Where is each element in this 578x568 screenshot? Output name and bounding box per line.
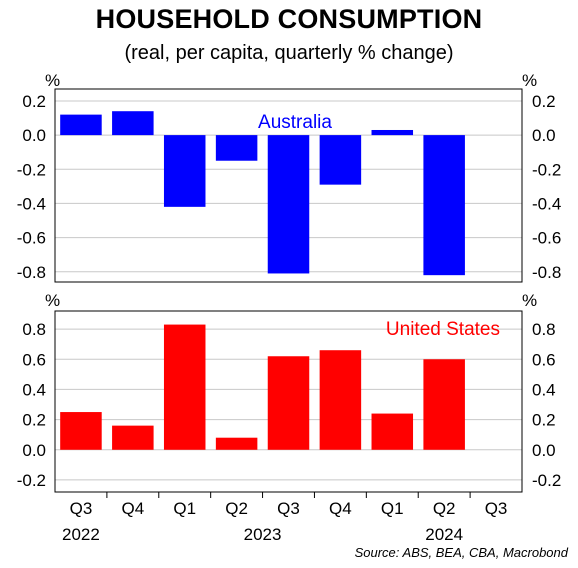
bar-us — [319, 350, 362, 450]
plot-frame-au — [54, 88, 523, 283]
bar-au — [423, 135, 465, 276]
bar-us — [423, 359, 465, 450]
y-tick-label-right-au: -0.4 — [532, 194, 561, 213]
x-tick-label-quarter: Q2 — [225, 499, 248, 518]
panel-label-us: United States — [386, 319, 500, 340]
y-tick-label-left-au: 0.0 — [22, 126, 46, 145]
bar-au — [371, 129, 414, 136]
bar-au — [267, 135, 310, 274]
x-tick-label-quarter: Q1 — [381, 499, 404, 518]
y-tick-label-left-au: 0.2 — [22, 92, 46, 111]
unit-label-left-au: % — [45, 71, 60, 90]
bar-au — [215, 135, 258, 161]
bar-us — [371, 413, 414, 450]
plot-frame-us — [54, 310, 523, 493]
chart-title: HOUSEHOLD CONSUMPTION — [95, 4, 483, 34]
unit-label-left-us: % — [45, 291, 60, 310]
x-tick-label-year: 2022 — [62, 525, 100, 544]
panel-label-au: Australia — [258, 112, 332, 133]
x-tick-label-quarter: Q4 — [121, 499, 144, 518]
y-tick-label-right-us: 0.8 — [532, 320, 556, 339]
bar-au — [60, 114, 102, 136]
source-note: Source: ABS, BEA, CBA, Macrobond — [354, 545, 568, 560]
y-tick-label-left-au: -0.2 — [17, 160, 46, 179]
bar-au — [319, 135, 362, 185]
y-tick-label-right-au: 0.2 — [532, 92, 556, 111]
y-tick-label-right-us: 0.6 — [532, 350, 556, 369]
y-tick-label-right-au: 0.0 — [532, 126, 556, 145]
y-tick-label-right-au: -0.2 — [532, 160, 561, 179]
y-tick-label-left-us: 0.6 — [22, 350, 46, 369]
x-tick-label-quarter: Q1 — [173, 499, 196, 518]
y-tick-label-left-au: -0.6 — [17, 229, 46, 248]
x-tick-label-quarter: Q3 — [277, 499, 300, 518]
y-tick-label-left-au: -0.8 — [17, 263, 46, 282]
y-tick-label-left-us: 0.2 — [22, 411, 46, 430]
bar-au — [112, 111, 154, 136]
y-tick-label-right-us: 0.2 — [532, 411, 556, 430]
unit-label-right-au: % — [522, 71, 537, 90]
y-tick-label-right-us: 0.0 — [532, 441, 556, 460]
x-tick-label-quarter: Q3 — [70, 499, 93, 518]
y-tick-label-right-us: 0.4 — [532, 380, 556, 399]
y-tick-label-left-us: -0.2 — [17, 471, 46, 490]
x-tick-label-quarter: Q2 — [433, 499, 456, 518]
bar-au — [163, 135, 206, 207]
x-tick-label-quarter: Q3 — [485, 499, 508, 518]
bar-us — [163, 324, 206, 450]
y-tick-label-left-au: -0.4 — [17, 194, 46, 213]
x-tick-label-year: 2024 — [425, 525, 463, 544]
y-tick-label-left-us: 0.0 — [22, 441, 46, 460]
y-tick-label-right-us: -0.2 — [532, 471, 561, 490]
chart-subtitle: (real, per capita, quarterly % change) — [124, 42, 454, 64]
bar-us — [112, 425, 154, 450]
bar-us — [215, 437, 258, 450]
bar-us — [267, 356, 310, 450]
y-tick-label-left-us: 0.4 — [22, 380, 46, 399]
y-tick-label-right-au: -0.6 — [532, 229, 561, 248]
x-tick-label-quarter: Q4 — [329, 499, 352, 518]
y-tick-label-left-us: 0.8 — [22, 320, 46, 339]
unit-label-right-us: % — [522, 291, 537, 310]
x-tick-label-year: 2023 — [244, 525, 282, 544]
bar-us — [60, 412, 102, 450]
y-tick-label-right-au: -0.8 — [532, 263, 561, 282]
